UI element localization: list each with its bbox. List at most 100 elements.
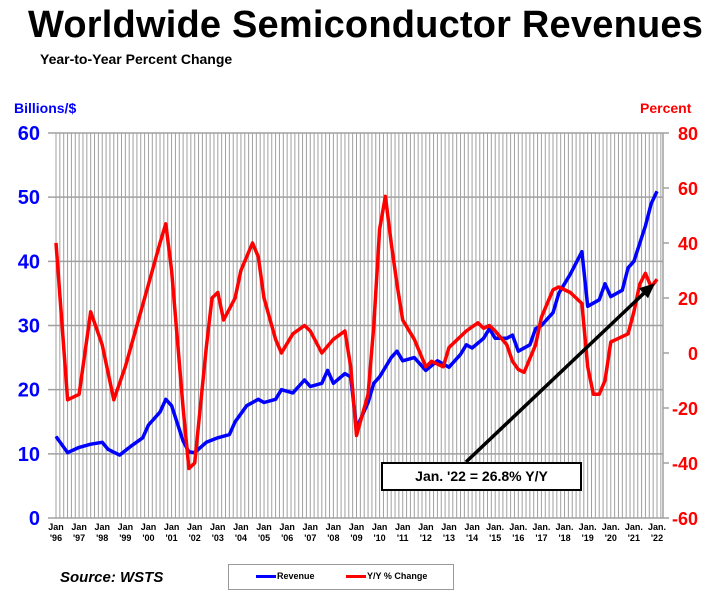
yoy-point [460,336,462,337]
revenue-point [263,402,265,403]
revenue-point [303,379,305,381]
yoy-point [356,435,357,436]
x-tick-label-month: Jan [71,522,87,532]
yoy-point [147,283,149,285]
yoy-point [488,325,490,326]
revenue-point [367,402,369,403]
yoy-point [598,393,600,395]
annotation-box: Jan. '22 = 26.8% Y/Y [381,462,582,491]
x-tick-label-month: Jan [164,522,180,532]
yoy-point [616,338,618,340]
x-tick-label-year: '11 [397,533,409,543]
yoy-point [280,352,282,354]
legend: Revenue Y/Y % Change [228,564,454,590]
revenue-point [78,446,80,448]
x-tick-label-year: '99 [119,533,131,543]
revenue-point [182,440,184,442]
yoy-point [90,311,92,313]
x-tick-label-month: Jan. [532,522,550,532]
revenue-point [506,337,508,339]
x-tick-label-month: Jan. [602,522,620,532]
yoy-point [251,242,253,244]
yoy-point [332,338,334,340]
yoy-point [512,360,514,362]
x-tick-label-year: '22 [651,533,663,543]
yoy-point [113,399,115,401]
yoy-point [194,462,196,464]
chart-title: Worldwide Semiconductor Revenues [28,4,704,46]
x-tick-label-year: '10 [374,533,386,543]
revenue-point [142,437,144,439]
yoy-point [309,330,311,332]
yoy-point [165,223,167,225]
yoy-point [604,380,606,381]
x-tick-label-year: '02 [189,533,201,543]
x-tick-label-month: Jan [279,522,295,532]
annotation-arrowhead [639,283,655,299]
revenue-point [425,369,427,371]
left-tick-label: 50 [18,187,40,209]
x-tick-label-month: Jan. [556,522,574,532]
yoy-point [639,283,641,285]
legend-swatch-yoy [346,574,366,578]
revenue-point [217,437,219,439]
x-tick-label-year: '01 [165,533,177,543]
yoy-point [477,322,479,324]
yoy-point [211,297,213,299]
x-tick-label-month: Jan [372,522,388,532]
yoy-point [205,347,207,348]
revenue-point [436,360,438,362]
revenue-point [512,334,514,336]
revenue-point [633,260,635,262]
x-tick-label-year: '03 [212,533,224,543]
yoy-point [171,270,173,271]
legend-item-yoy: Y/Y % Change [346,571,427,581]
revenue-point [413,357,415,359]
yoy-point [540,316,542,318]
yoy-point [431,360,433,362]
yoy-point [257,256,259,258]
yoy-point [321,352,323,354]
x-tick-label-year: '07 [304,533,316,543]
revenue-point [465,344,467,346]
yoy-point [425,366,427,368]
x-tick-label-year: '13 [443,533,455,543]
x-tick-label-year: '96 [50,533,62,543]
revenue-point [598,299,600,301]
yoy-point [558,286,560,288]
left-axis-label: Billions/$ [14,100,77,116]
revenue-point [147,424,149,426]
x-tick-label-month: Jan [233,522,249,532]
revenue-point [321,382,323,384]
revenue-point [517,350,519,352]
yoy-point [644,272,646,274]
revenue-point [280,389,282,391]
revenue-point [448,366,450,368]
x-tick-label-month: Jan. [486,522,504,532]
yoy-point [494,330,496,332]
yoy-point [517,369,519,370]
x-tick-label-month: Jan [418,522,434,532]
revenue-point [587,305,589,307]
x-tick-label-month: Jan [395,522,411,532]
yoy-point [483,327,485,329]
yoy-point [223,319,225,321]
source-note: Source: WSTS [60,569,164,586]
revenue-point [650,203,652,205]
right-tick-label: 60 [678,179,698,199]
yoy-point [217,292,219,293]
x-tick-label-year: '14 [466,533,478,543]
yoy-point [552,289,554,291]
x-tick-label-year: '00 [142,533,154,543]
revenue-point [581,251,583,253]
x-tick-label-month: Jan. [625,522,643,532]
yoy-point [627,333,629,335]
right-tick-label: 0 [688,344,698,364]
x-tick-label-year: '98 [96,533,108,543]
yoy-point [124,366,126,368]
x-tick-label-month: Jan. [648,522,666,532]
yoy-point [610,341,612,343]
yoy-point [303,325,305,326]
